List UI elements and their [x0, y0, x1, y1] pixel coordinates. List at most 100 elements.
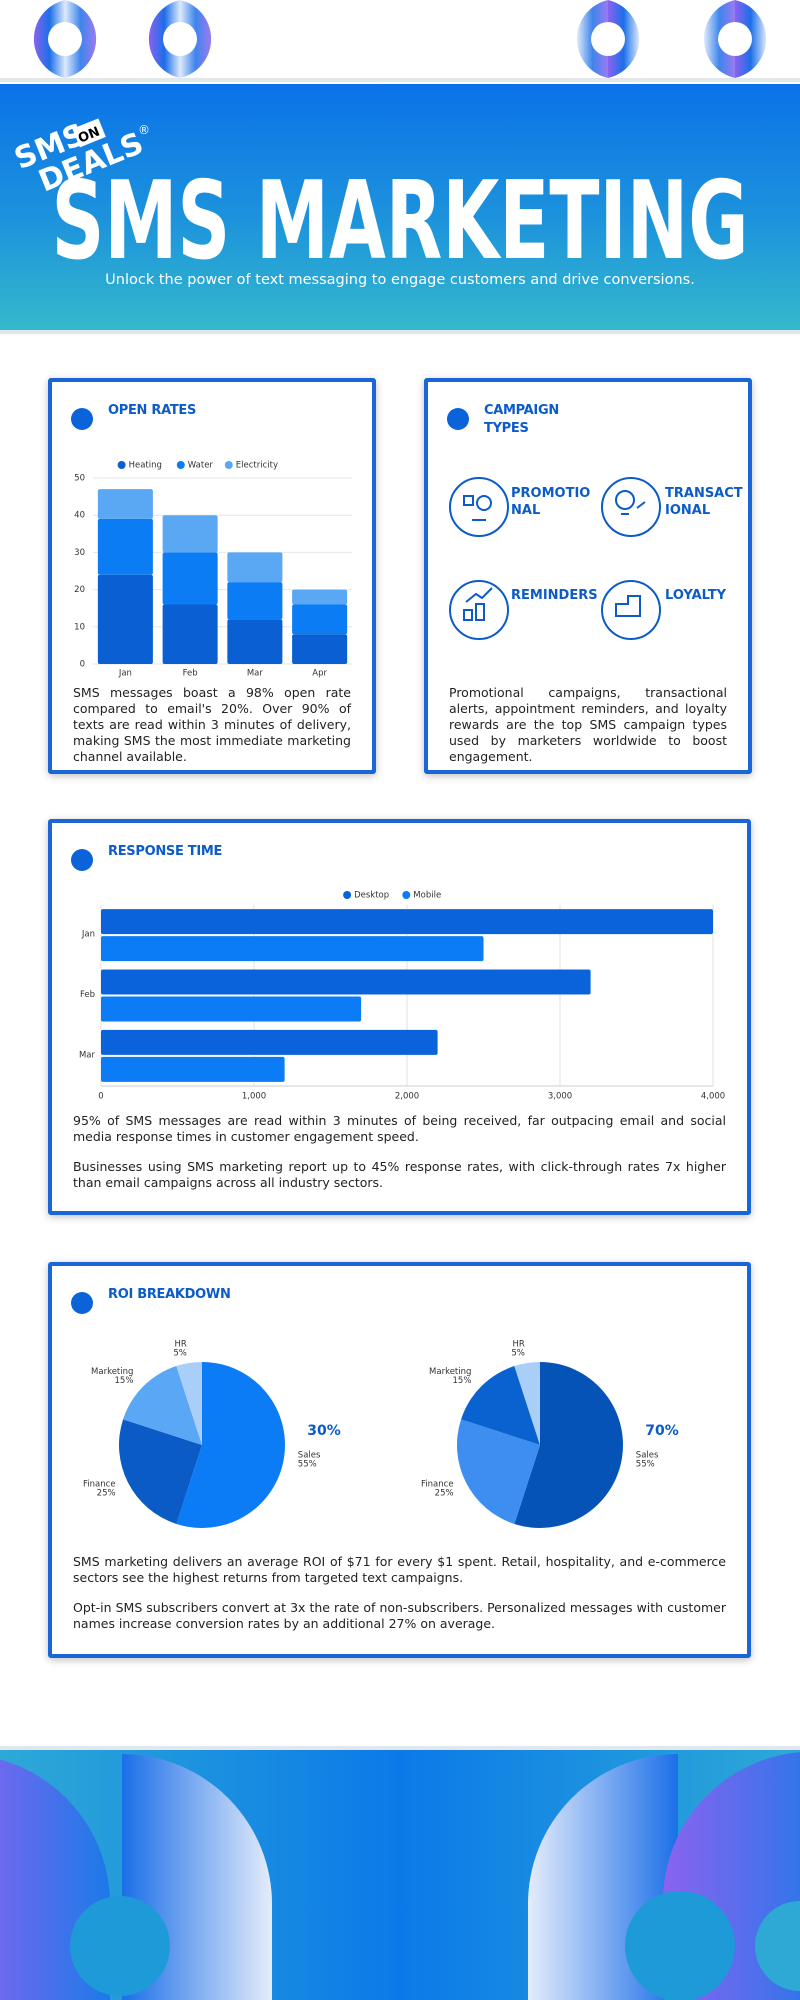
- pie-annotation: 30%: [307, 1423, 341, 1439]
- paragraph: SMS messages boast a 98% open rate compa…: [73, 685, 351, 764]
- legend-swatch: [176, 461, 185, 469]
- y-tick-label: 10: [74, 622, 85, 632]
- bar: [162, 552, 218, 605]
- y-tick-label: 20: [74, 585, 85, 595]
- slice-value-label: 15%: [453, 1376, 472, 1386]
- header-band: [0, 84, 800, 330]
- card-title: ROI BREAKDOWN: [108, 1287, 231, 1302]
- card-title: RESPONSE TIME: [108, 844, 223, 859]
- campaign-icons: [449, 477, 661, 640]
- y-tick-label: Feb: [80, 990, 95, 1000]
- logo-registered: ®: [138, 123, 150, 137]
- paragraph: 95% of SMS messages are read within 3 mi…: [73, 1113, 726, 1144]
- legend-swatch: [224, 461, 233, 469]
- slice-value-label: 5%: [511, 1349, 525, 1359]
- bar: [101, 909, 713, 935]
- x-tick-label: 0: [98, 1092, 103, 1102]
- pie-slice: [457, 1419, 540, 1524]
- header-rule: [0, 330, 800, 334]
- page-subtitle: Unlock the power of text messaging to en…: [105, 272, 695, 288]
- paragraph: Promotional campaigns, transactional ale…: [449, 685, 727, 764]
- campaign-item: LOYALTY: [665, 588, 727, 603]
- x-tick-label: Mar: [247, 669, 264, 679]
- slice-label: Sales: [636, 1451, 659, 1461]
- page-title: SMS MARKETING: [51, 157, 748, 283]
- bar: [97, 489, 153, 519]
- slice-label: Marketing: [91, 1367, 133, 1377]
- slice-label: Finance: [421, 1480, 454, 1490]
- pie-slice: [461, 1366, 540, 1445]
- bar: [101, 936, 484, 962]
- y-tick-label: 40: [74, 511, 85, 521]
- card-dot: [71, 1292, 93, 1314]
- card-text: SMS messages boast a 98% open rate compa…: [73, 685, 351, 779]
- campaign-item: PROMOTIONAL: [511, 486, 591, 518]
- legend-label: Desktop: [354, 891, 389, 901]
- card-campaign-types: CAMPAIGN TYPES PROMOTIONAL TRANSACTIONAL…: [424, 378, 752, 774]
- slice-label: Finance: [83, 1480, 116, 1490]
- pie-slice: [118, 1419, 202, 1524]
- x-tick-label: 2,000: [395, 1092, 419, 1102]
- bar: [227, 619, 283, 664]
- y-tick-label: Jan: [81, 930, 95, 940]
- pie-slice: [176, 1362, 202, 1445]
- bar: [292, 604, 348, 635]
- slice-value-label: 55%: [298, 1460, 317, 1470]
- bar: [162, 515, 218, 553]
- bar: [101, 969, 591, 995]
- card-open-rates: OPEN RATES Heating Water Electricity 0 10 20 3…: [48, 378, 376, 774]
- slice-value-label: 25%: [435, 1489, 454, 1499]
- slice-label: HR: [175, 1340, 187, 1350]
- slice-value-label: 55%: [636, 1460, 655, 1470]
- x-tick-label: 4,000: [701, 1092, 725, 1102]
- legend-label: Water: [188, 461, 214, 471]
- bar: [101, 996, 362, 1022]
- paragraph: Businesses using SMS marketing report up…: [73, 1159, 726, 1190]
- legend-swatch: [117, 461, 126, 469]
- bar: [227, 552, 283, 583]
- bar: [101, 1029, 438, 1055]
- card-response-time: RESPONSE TIME Desktop Mobile 0 1,000 2,000 3,…: [48, 819, 751, 1215]
- legend-label: Electricity: [236, 461, 278, 471]
- slice-value-label: 25%: [97, 1489, 116, 1499]
- card-text: Promotional campaigns, transactional ale…: [449, 685, 727, 779]
- bar: [292, 634, 348, 664]
- card-roi: ROI BREAKDOWN Sales 55% Finance 25% Marketin…: [48, 1262, 751, 1658]
- x-tick-label: Feb: [183, 669, 198, 679]
- legend-label: Mobile: [413, 891, 441, 901]
- legend-swatch: [343, 891, 352, 899]
- bar: [292, 589, 348, 605]
- campaign-item: REMINDERS: [511, 588, 598, 603]
- bar: [97, 518, 153, 575]
- x-tick-label: Jan: [118, 669, 132, 679]
- card-title: CAMPAIGN TYPES: [484, 403, 559, 436]
- bar: [227, 582, 283, 620]
- y-tick-label: 50: [74, 474, 85, 484]
- slice-label: Marketing: [429, 1367, 471, 1377]
- card-dot: [71, 849, 93, 871]
- slice-label: Sales: [298, 1451, 321, 1461]
- card-dot: [447, 408, 469, 430]
- paragraph: Opt-in SMS subscribers convert at 3x the…: [73, 1600, 726, 1631]
- pie-slice: [176, 1362, 285, 1528]
- pie-slice: [514, 1362, 623, 1528]
- card-title: OPEN RATES: [108, 403, 197, 418]
- bar: [97, 574, 153, 664]
- x-tick-label: Apr: [312, 669, 327, 679]
- legend-label: Heating: [129, 461, 162, 471]
- stacked-bar-chart: Heating Water Electricity 0 10 20 30 40 50 Jan Feb…: [74, 461, 352, 679]
- pie-slice: [123, 1366, 202, 1445]
- bar: [162, 604, 218, 664]
- legend-swatch: [402, 891, 411, 899]
- top-decoration: [0, 0, 800, 82]
- slice-value-label: 5%: [173, 1349, 187, 1359]
- x-tick-label: 3,000: [548, 1092, 572, 1102]
- pie-slice: [514, 1362, 540, 1445]
- logo-badge: [72, 118, 106, 148]
- card-text: SMS marketing delivers an average ROI of…: [73, 1554, 726, 1646]
- card-text: 95% of SMS messages are read within 3 mi…: [73, 1113, 726, 1205]
- y-tick-label: 30: [74, 548, 85, 558]
